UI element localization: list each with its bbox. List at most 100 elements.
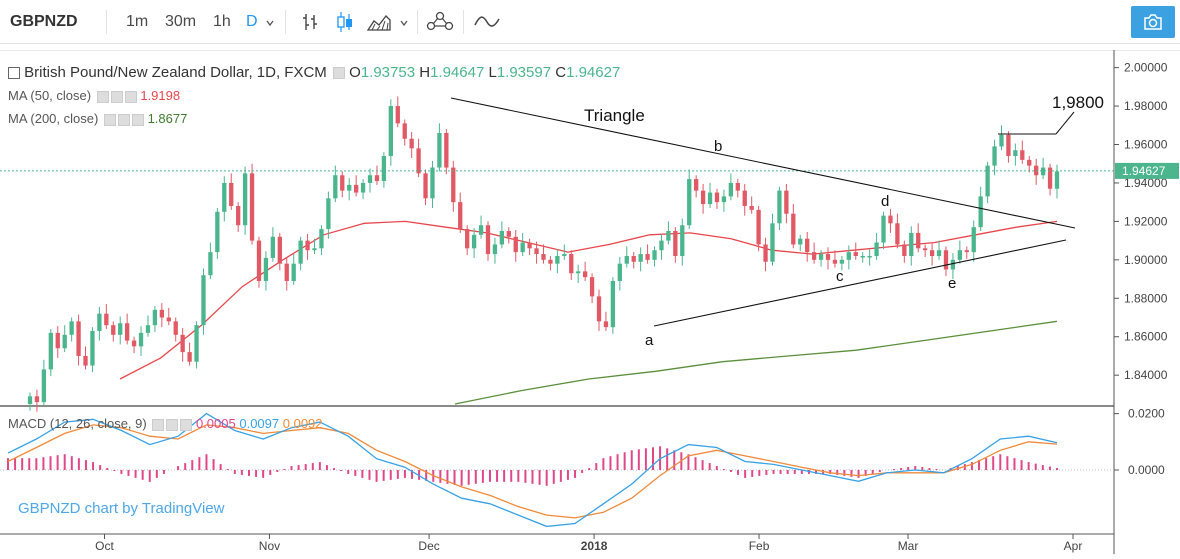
- price-tick-label: 1.88000: [1124, 291, 1168, 305]
- candle-body: [909, 232, 914, 256]
- candle-body: [173, 321, 178, 335]
- candle-body: [242, 173, 248, 226]
- candle-body: [513, 236, 518, 253]
- candle-body: [936, 250, 942, 256]
- candle-body: [610, 280, 616, 328]
- candle-body: [55, 332, 60, 349]
- visibility-icon[interactable]: [103, 113, 116, 126]
- ma50-label: MA (50, close): [8, 88, 92, 103]
- chart-canvas[interactable]: 2.00000 1.98000 1.96000 1.94000 1.92000 1.900…: [0, 49, 1180, 554]
- candle-body: [735, 182, 740, 191]
- candle-body: [763, 244, 768, 262]
- candle-body: [270, 236, 276, 258]
- candle-body: [916, 232, 921, 249]
- wave-label-c: c: [836, 268, 844, 285]
- candle-body: [895, 223, 900, 245]
- candle-body: [48, 332, 53, 370]
- symbol-search[interactable]: GBPNZD: [10, 13, 78, 30]
- chart-area[interactable]: 2.00000 1.98000 1.96000 1.94000 1.92000 1.900…: [0, 49, 1180, 554]
- candle-body: [881, 215, 886, 243]
- toolbar-divider: [106, 10, 107, 34]
- candle-body: [215, 211, 220, 253]
- candle-body: [923, 248, 928, 251]
- close-icon[interactable]: [124, 90, 137, 103]
- candle-body: [680, 225, 685, 256]
- ohlc-open-label: O: [349, 64, 361, 81]
- candle-body: [492, 244, 498, 255]
- candle-body: [888, 215, 893, 224]
- candle-body: [985, 165, 990, 197]
- candle-body: [1054, 171, 1060, 189]
- candle-body: [992, 146, 997, 166]
- candle-body: [707, 192, 713, 205]
- candle-body: [673, 231, 678, 256]
- interval-1h[interactable]: 1h: [213, 13, 231, 30]
- candle-body: [111, 325, 116, 335]
- compare-icon[interactable]: [425, 10, 455, 34]
- candle-body: [236, 206, 241, 226]
- macd-signal-value: 0.0092: [282, 416, 323, 431]
- chevron-down-icon[interactable]: [400, 19, 408, 27]
- candle-body: [964, 250, 969, 253]
- candle-body: [603, 321, 609, 328]
- candle-body: [756, 209, 761, 245]
- candle-body: [430, 167, 435, 199]
- triangle-lower-line: [653, 239, 1067, 327]
- candle-body: [1040, 167, 1046, 176]
- candle-body: [624, 255, 629, 264]
- wave-label-b: b: [714, 138, 722, 155]
- collapse-icon[interactable]: [8, 67, 20, 80]
- settings-icon[interactable]: [166, 418, 179, 431]
- chevron-down-icon[interactable]: [266, 19, 274, 27]
- close-icon[interactable]: [180, 418, 193, 431]
- interval-30m[interactable]: 30m: [165, 13, 197, 30]
- settings-icon[interactable]: [117, 113, 130, 126]
- candle-body: [76, 321, 81, 356]
- candle-body: [694, 179, 699, 191]
- interval-1m[interactable]: 1m: [126, 13, 149, 30]
- candle-body: [617, 263, 622, 281]
- settings-icon[interactable]: [332, 67, 345, 80]
- indicators-icon[interactable]: [474, 14, 500, 30]
- area-chart-icon[interactable]: [366, 12, 392, 32]
- candle-body: [749, 206, 754, 210]
- candle-body: [374, 175, 380, 182]
- price-tick-label: 1.92000: [1124, 214, 1168, 228]
- candle-body: [340, 175, 345, 191]
- visibility-icon[interactable]: [96, 90, 109, 103]
- macd-value: 0.0097: [239, 416, 280, 431]
- toolbar-divider: [417, 10, 418, 34]
- ma200-label: MA (200, close): [8, 111, 99, 126]
- snapshot-button[interactable]: [1131, 6, 1175, 38]
- candle-body: [360, 182, 366, 193]
- candle-body: [721, 196, 727, 203]
- candle-body: [437, 132, 442, 168]
- candle-body: [97, 313, 102, 331]
- ohlc-low-value: 1.93597: [496, 64, 552, 81]
- candle-body: [34, 396, 40, 403]
- visibility-icon[interactable]: [152, 418, 165, 431]
- candle-body: [256, 240, 262, 281]
- candle-body: [576, 271, 581, 274]
- candles-icon[interactable]: [335, 10, 355, 34]
- interval-d[interactable]: D: [246, 13, 258, 30]
- candle-body: [839, 259, 845, 264]
- candle-body: [471, 234, 477, 249]
- close-icon[interactable]: [131, 113, 144, 126]
- candle-body: [805, 238, 810, 253]
- candle-body: [659, 240, 664, 251]
- ma200-line: [454, 320, 1058, 405]
- watermark[interactable]: GBPNZD chart by TradingView: [18, 500, 225, 517]
- macd-legend: MACD (12, 26, close, 9) 0.0005 0.0097 0.…: [8, 416, 323, 431]
- candle-body: [950, 259, 956, 270]
- settings-icon[interactable]: [110, 90, 123, 103]
- ma50-group: [119, 220, 1058, 380]
- triangle-upper-line: [450, 97, 1076, 229]
- toolbar: GBPNZD 1m 30m 1h D: [0, 0, 1180, 44]
- candle-body: [145, 325, 151, 333]
- candle-body: [208, 252, 213, 276]
- candle-body: [118, 323, 123, 335]
- bar-chart-icon[interactable]: [300, 12, 320, 32]
- candle-body: [957, 250, 963, 260]
- ma50-value: 1.9198: [140, 88, 181, 103]
